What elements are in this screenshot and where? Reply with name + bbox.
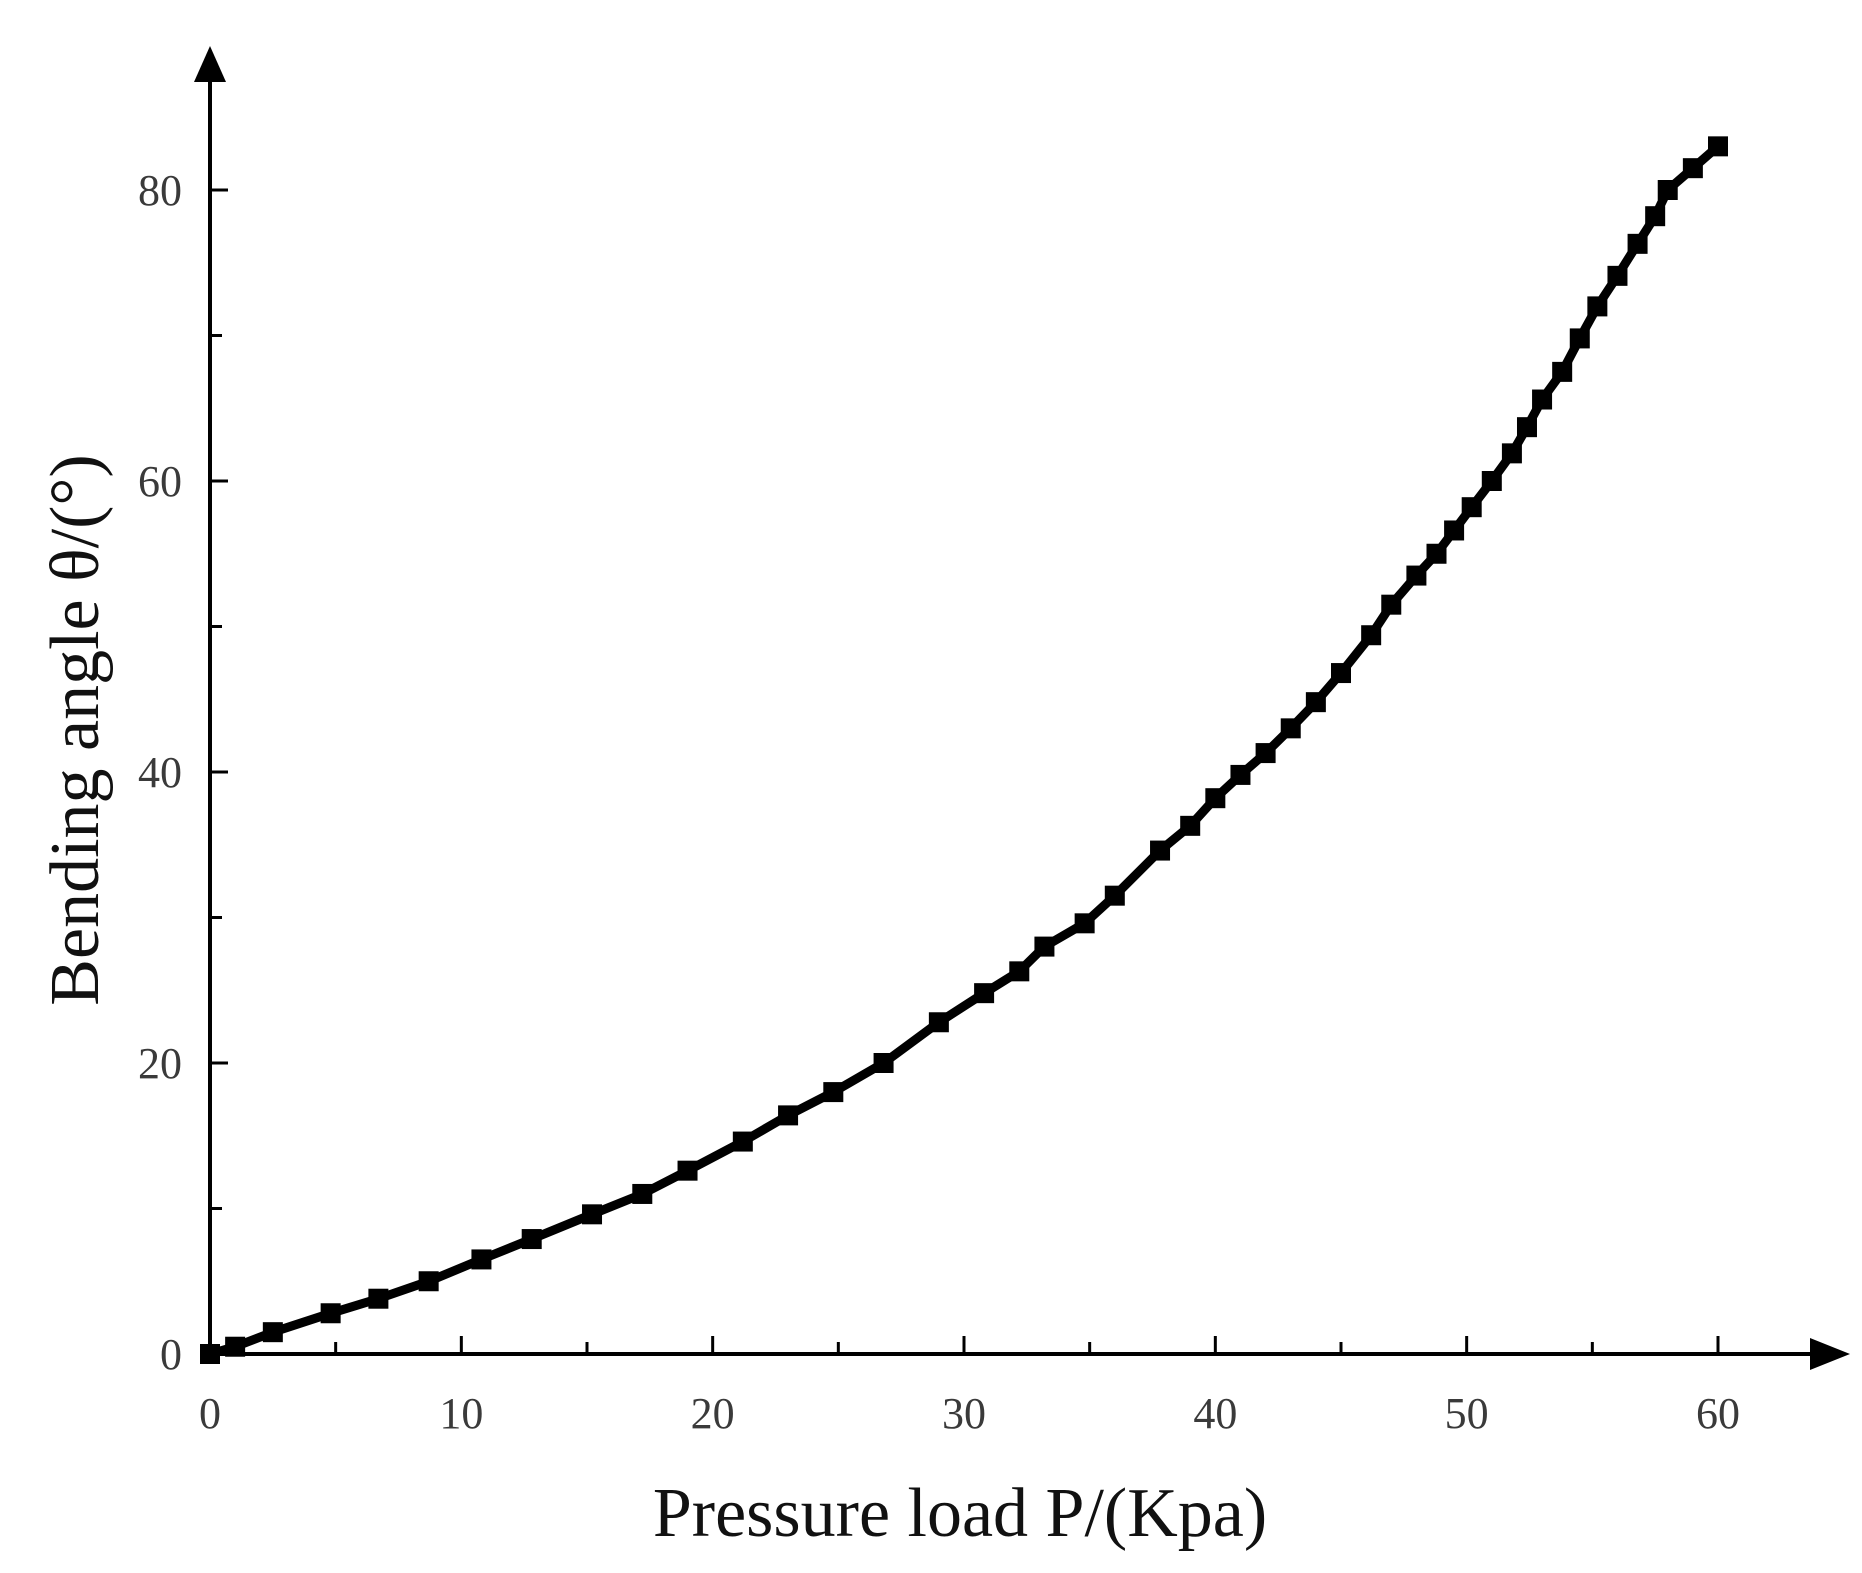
data-point-0-17: [1009, 961, 1030, 982]
data-point-0-9: [632, 1183, 653, 1204]
data-point-0-7: [521, 1229, 542, 1250]
data-point-0-5: [418, 1271, 439, 1292]
data-point-0-16: [974, 983, 995, 1004]
data-point-0-32: [1426, 543, 1447, 564]
x-tick-label-60: 60: [1696, 1389, 1740, 1438]
data-point-0-37: [1516, 417, 1537, 438]
x-tick-label-30: 30: [942, 1389, 986, 1438]
data-point-0-15: [928, 1012, 949, 1033]
data-point-0-6: [471, 1249, 492, 1270]
data-point-0-30: [1381, 594, 1402, 615]
data-point-0-28: [1331, 663, 1351, 684]
data-point-0-34: [1461, 497, 1482, 518]
data-point-0-24: [1230, 764, 1251, 785]
x-axis-arrow: [1810, 1338, 1850, 1370]
data-point-0-11: [732, 1131, 753, 1152]
data-point-0-47: [1708, 136, 1728, 157]
data-point-0-0: [200, 1344, 220, 1364]
y-tick-label-0: 0: [160, 1330, 182, 1379]
data-point-0-39: [1552, 361, 1573, 382]
data-point-0-20: [1104, 885, 1125, 906]
x-tick-label-10: 10: [439, 1389, 483, 1438]
data-point-0-3: [320, 1303, 341, 1324]
x-axis-label: Pressure load P/(Kpa): [653, 1475, 1267, 1552]
data-point-0-2: [262, 1322, 283, 1343]
data-point-0-43: [1627, 233, 1648, 254]
y-tick-label-60: 60: [138, 457, 182, 506]
data-point-0-19: [1074, 913, 1095, 934]
data-point-0-46: [1682, 158, 1703, 179]
data-point-0-25: [1255, 743, 1276, 764]
data-point-0-21: [1150, 840, 1171, 861]
data-point-0-23: [1205, 788, 1226, 809]
y-tick-label-20: 20: [138, 1039, 182, 1088]
x-tick-label-40: 40: [1193, 1389, 1237, 1438]
ticks: [210, 188, 1720, 1354]
data-point-0-13: [823, 1082, 844, 1103]
axes: [194, 46, 1850, 1370]
data-point-0-42: [1607, 265, 1628, 286]
data-point-0-44: [1645, 206, 1666, 227]
data-point-0-31: [1406, 565, 1427, 586]
data-point-0-27: [1305, 692, 1326, 713]
data-point-0-10: [677, 1160, 698, 1181]
y-tick-label-40: 40: [138, 748, 182, 797]
data-point-0-18: [1034, 936, 1055, 957]
x-tick-label-20: 20: [691, 1389, 735, 1438]
x-tick-label-50: 50: [1445, 1389, 1489, 1438]
series: [205, 141, 1723, 1359]
data-point-0-45: [1657, 180, 1678, 200]
data-point-0-14: [873, 1053, 894, 1073]
y-axis-arrow: [194, 46, 226, 82]
markers: [200, 136, 1728, 1364]
data-point-0-8: [582, 1204, 603, 1225]
x-tick-label-0: 0: [199, 1389, 221, 1438]
data-point-0-40: [1569, 328, 1590, 349]
data-point-0-29: [1361, 625, 1382, 646]
series-line-0: [205, 141, 1723, 1359]
data-point-0-4: [368, 1288, 389, 1309]
tick-labels: 0 10 20 30 40 50 60 0 20 40 60 80: [138, 166, 1740, 1438]
y-axis-label: Bending angle θ/(°): [37, 454, 114, 1005]
data-point-0-38: [1532, 389, 1553, 410]
y-tick-label-80: 80: [138, 166, 182, 215]
data-point-0-1: [225, 1336, 246, 1357]
data-point-0-36: [1501, 443, 1522, 464]
data-point-0-35: [1481, 471, 1502, 491]
data-point-0-41: [1587, 296, 1608, 317]
data-point-0-22: [1180, 815, 1201, 836]
data-point-0-26: [1280, 718, 1301, 739]
data-point-0-12: [778, 1105, 799, 1126]
data-point-0-33: [1444, 520, 1465, 541]
